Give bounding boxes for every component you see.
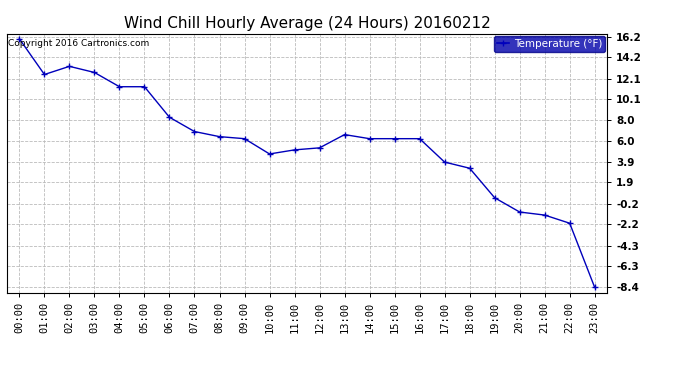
Title: Wind Chill Hourly Average (24 Hours) 20160212: Wind Chill Hourly Average (24 Hours) 201… (124, 16, 491, 31)
Text: Copyright 2016 Cartronics.com: Copyright 2016 Cartronics.com (8, 39, 149, 48)
Legend: Temperature (°F): Temperature (°F) (494, 36, 605, 52)
